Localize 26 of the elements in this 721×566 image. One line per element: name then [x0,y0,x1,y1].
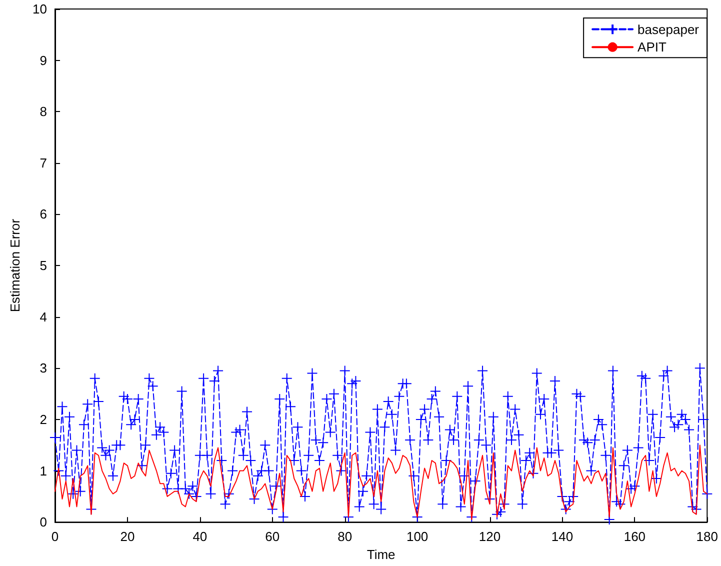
x-tick-label: 140 [551,529,574,544]
y-tick-label: 3 [40,360,47,376]
y-tick-label: 5 [40,258,47,274]
y-tick-label: 9 [40,52,47,68]
y-tick-label: 0 [40,514,47,530]
x-tick-label: 60 [265,529,280,544]
x-tick-label: 40 [192,529,208,544]
x-tick-label: 20 [120,529,135,544]
legend-label: APIT [638,40,667,55]
x-tick-label: 0 [51,529,59,544]
y-tick-label: 10 [32,2,47,16]
y-tick-label: 6 [40,206,47,222]
legend-label: basepaper [638,22,700,37]
y-axis-title: Estimation Error [8,218,23,312]
line-series [54,444,708,520]
x-tick-label: 160 [624,529,646,544]
y-tick-label: 2 [40,412,47,427]
x-tick-label: 80 [338,529,352,544]
y-tick-label: 4 [40,309,47,324]
y-tick-label: 8 [40,104,47,120]
x-tick-label: 120 [478,529,501,544]
x-axis-title: Time [366,547,396,562]
y-tick-label: 7 [40,155,47,170]
x-tick-label: 100 [406,529,428,544]
x-tick-label: 180 [696,529,718,544]
y-tick-label: 1 [40,463,47,478]
